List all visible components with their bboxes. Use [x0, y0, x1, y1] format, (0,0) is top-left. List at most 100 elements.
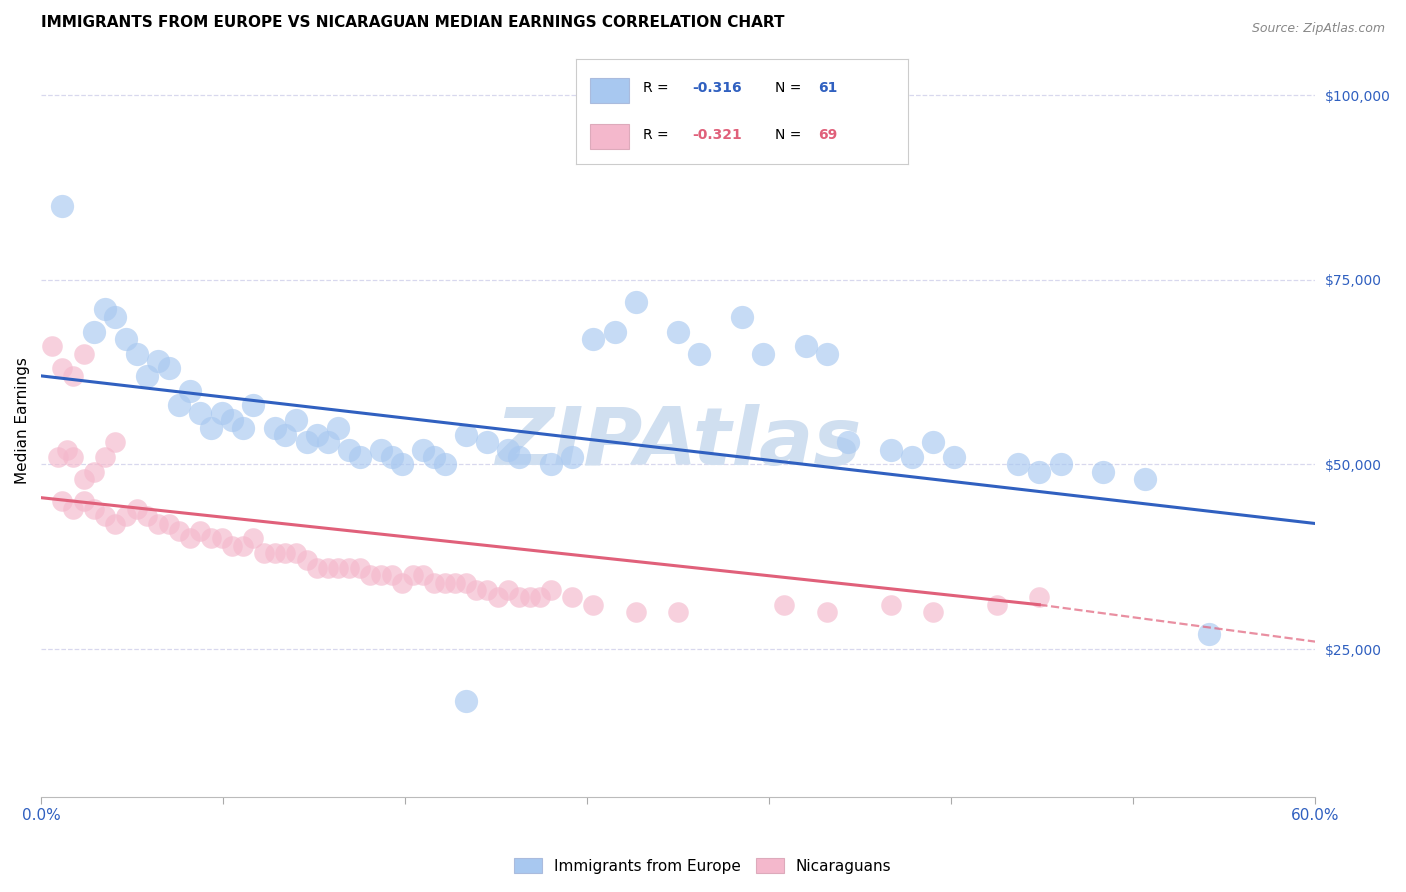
Point	[62, 368, 84, 383]
Point	[307, 561, 329, 575]
Point	[157, 361, 180, 376]
Text: IMMIGRANTS FROM EUROPE VS NICARAGUAN MEDIAN EARNINGS CORRELATION CHART: IMMIGRANTS FROM EUROPE VS NICARAGUAN MED…	[41, 15, 785, 30]
Point	[46, 450, 69, 464]
Point	[285, 413, 308, 427]
Point	[274, 546, 297, 560]
Point	[475, 582, 498, 597]
Point	[582, 598, 605, 612]
Point	[508, 450, 530, 464]
Point	[391, 458, 413, 472]
Point	[316, 435, 339, 450]
Point	[433, 575, 456, 590]
Point	[94, 450, 117, 464]
Point	[370, 568, 392, 582]
Point	[391, 575, 413, 590]
Point	[986, 598, 1008, 612]
Point	[72, 347, 94, 361]
Legend: Immigrants from Europe, Nicaraguans: Immigrants from Europe, Nicaraguans	[509, 852, 897, 880]
Point	[221, 539, 243, 553]
Point	[167, 524, 190, 538]
Point	[498, 442, 520, 457]
Point	[752, 347, 775, 361]
Point	[242, 398, 264, 412]
Point	[83, 325, 105, 339]
Point	[125, 347, 148, 361]
Point	[263, 420, 285, 434]
Point	[454, 575, 477, 590]
Point	[190, 524, 212, 538]
Point	[316, 561, 339, 575]
Point	[773, 598, 796, 612]
Point	[454, 694, 477, 708]
Point	[689, 347, 711, 361]
Point	[423, 450, 446, 464]
Point	[274, 428, 297, 442]
Point	[465, 582, 488, 597]
Point	[55, 442, 77, 457]
Point	[815, 605, 838, 619]
Point	[104, 435, 127, 450]
Point	[837, 435, 859, 450]
Point	[380, 568, 402, 582]
Point	[624, 605, 647, 619]
Point	[901, 450, 924, 464]
Point	[232, 420, 254, 434]
Point	[519, 591, 541, 605]
Point	[136, 368, 159, 383]
Point	[337, 561, 360, 575]
Point	[295, 435, 318, 450]
Point	[136, 509, 159, 524]
Point	[666, 325, 689, 339]
Text: Source: ZipAtlas.com: Source: ZipAtlas.com	[1251, 22, 1385, 36]
Point	[879, 598, 901, 612]
Point	[94, 509, 117, 524]
Point	[879, 442, 901, 457]
Point	[200, 531, 222, 545]
Point	[1198, 627, 1220, 641]
Point	[62, 450, 84, 464]
Point	[200, 420, 222, 434]
Text: ZIPAtlas: ZIPAtlas	[495, 404, 862, 482]
Point	[666, 605, 689, 619]
Point	[1135, 472, 1157, 486]
Point	[72, 472, 94, 486]
Point	[83, 501, 105, 516]
Point	[295, 553, 318, 567]
Point	[922, 605, 945, 619]
Point	[104, 516, 127, 531]
Point	[380, 450, 402, 464]
Y-axis label: Median Earnings: Median Earnings	[15, 357, 30, 483]
Point	[561, 591, 583, 605]
Point	[125, 501, 148, 516]
Point	[1049, 458, 1071, 472]
Point	[242, 531, 264, 545]
Point	[1092, 465, 1115, 479]
Point	[337, 442, 360, 457]
Point	[582, 332, 605, 346]
Point	[370, 442, 392, 457]
Point	[1028, 591, 1050, 605]
Point	[83, 465, 105, 479]
Point	[412, 568, 434, 582]
Point	[328, 561, 350, 575]
Point	[115, 509, 138, 524]
Point	[72, 494, 94, 508]
Point	[1028, 465, 1050, 479]
Point	[508, 591, 530, 605]
Point	[412, 442, 434, 457]
Point	[498, 582, 520, 597]
Point	[104, 310, 127, 324]
Point	[115, 332, 138, 346]
Point	[51, 494, 73, 508]
Point	[94, 302, 117, 317]
Point	[146, 354, 169, 368]
Point	[540, 458, 562, 472]
Point	[285, 546, 308, 560]
Point	[815, 347, 838, 361]
Point	[624, 295, 647, 310]
Point	[731, 310, 754, 324]
Point	[211, 531, 233, 545]
Point	[423, 575, 446, 590]
Point	[221, 413, 243, 427]
Point	[603, 325, 626, 339]
